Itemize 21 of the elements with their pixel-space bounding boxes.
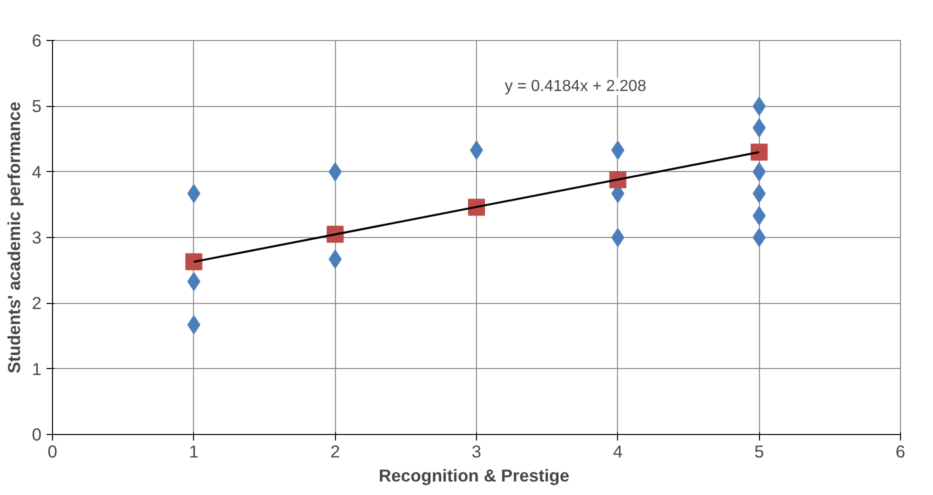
x-tick-label: 3 — [472, 442, 482, 462]
y-tick-label: 0 — [32, 424, 42, 444]
x-tick-label: 2 — [330, 442, 340, 462]
x-tick-label: 0 — [48, 442, 58, 462]
x-tick-label: 5 — [754, 442, 764, 462]
y-tick-label: 4 — [32, 162, 42, 182]
y-tick-label: 6 — [32, 30, 42, 50]
x-tick-label: 4 — [613, 442, 624, 462]
point — [752, 228, 766, 247]
point — [750, 144, 768, 161]
point — [185, 253, 202, 270]
annotation: y = 0.4184x + 2.208 — [504, 78, 646, 95]
y-tick-label: 1 — [32, 358, 42, 379]
y-axis-title: Students' academic performance — [4, 101, 24, 374]
y-tick-label: 3 — [32, 228, 42, 248]
y-tick-label: 2 — [32, 293, 42, 314]
y-tick-label: 5 — [32, 96, 42, 116]
point — [611, 228, 624, 247]
x-tick-label: 6 — [896, 442, 906, 462]
x-axis-title: Recognition & Prestige — [378, 466, 570, 486]
x-tick-label: 1 — [189, 442, 199, 462]
